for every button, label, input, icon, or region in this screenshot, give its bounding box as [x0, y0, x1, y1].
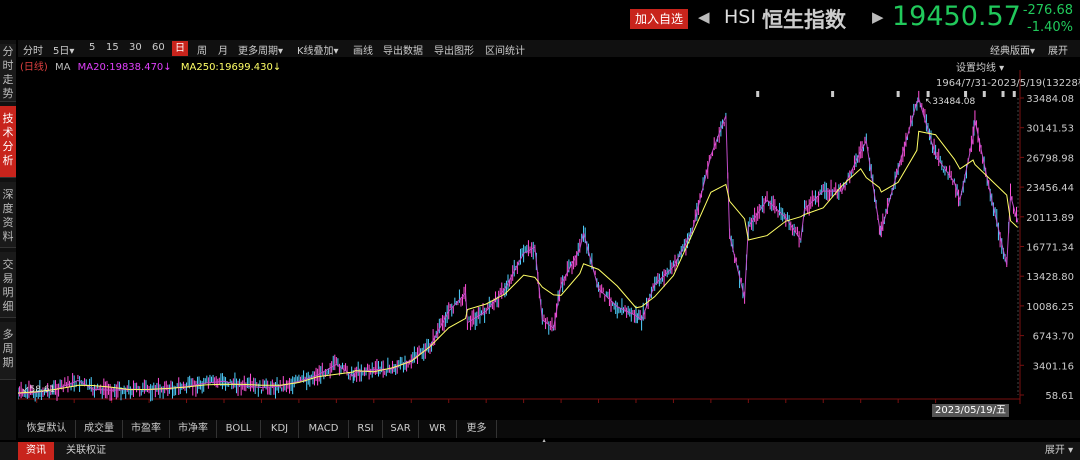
export-data-button[interactable]: 导出数据	[383, 46, 423, 57]
period-5min[interactable]: 5	[89, 42, 96, 53]
event-marker-icon	[982, 91, 986, 97]
price-change: -276.68 -1.40%	[1017, 2, 1073, 36]
period-daily[interactable]: 日	[172, 41, 188, 56]
index-name: 恒生指数	[762, 8, 846, 32]
low-marker-label: ↙58.61	[22, 385, 55, 395]
indicator-volume[interactable]: 成交量	[76, 420, 123, 438]
price-series-line	[18, 97, 1019, 395]
indicator-pe[interactable]: 市盈率	[123, 420, 170, 438]
ticker-symbol: HSI	[724, 6, 756, 28]
last-price: 19450.57	[892, 1, 1021, 32]
chart-canvas: 33484.08 30141.53 26798.98 23456.44 20113.89…	[18, 70, 1074, 404]
kline-chart[interactable]: 33484.08 30141.53 26798.98 23456.44 20113.89…	[18, 70, 1080, 404]
period-intraday[interactable]: 分时	[23, 46, 43, 57]
period-30min[interactable]: 30	[129, 42, 142, 53]
y-tick-label: 3401.16	[1033, 361, 1074, 372]
range-stats-button[interactable]: 区间统计	[485, 46, 525, 57]
period-15min[interactable]: 15	[106, 42, 119, 53]
tab-multi-period-label: 多周期	[2, 328, 14, 369]
chart-kind-label: (日线)	[20, 62, 48, 73]
y-tick-label: 26798.98	[1026, 153, 1074, 164]
collapse-panel-icon[interactable]: ▲	[541, 437, 547, 446]
side-tab-bar: 分时走势 技术分析 深度资料 交易明细 多周期	[0, 40, 16, 440]
indicator-boll[interactable]: BOLL	[217, 420, 261, 438]
tab-related-warrants[interactable]: 关联权证	[66, 445, 106, 456]
y-tick-label: 20113.89	[1026, 213, 1074, 224]
y-tick-label: 16771.34	[1026, 243, 1074, 254]
event-marker-icon	[1001, 91, 1005, 97]
indicator-reset[interactable]: 恢复默认	[18, 420, 76, 438]
event-marker-icon	[756, 91, 760, 97]
change-percent: -1.40%	[1027, 20, 1073, 35]
tab-news[interactable]: 资讯	[18, 442, 54, 460]
tab-trades-label: 交易明细	[2, 258, 14, 313]
period-monthly[interactable]: 月	[218, 46, 228, 57]
export-image-button[interactable]: 导出图形	[434, 46, 474, 57]
event-marker-icon	[831, 91, 835, 97]
event-marker-icon	[926, 91, 930, 97]
period-5day[interactable]: 5日▾	[53, 46, 75, 57]
high-marker-label: ↖33484.08	[925, 97, 976, 107]
indicator-tab-bar: 恢复默认 成交量 市盈率 市净率 BOLL KDJ MACD RSI SAR W…	[18, 420, 1080, 438]
footer-expand-button[interactable]: 展开 ▾	[1044, 445, 1074, 456]
y-tick-label: 33484.08	[1026, 94, 1074, 105]
tab-intraday-label: 分时走势	[2, 45, 14, 100]
more-periods-dropdown[interactable]: 更多周期▾	[238, 46, 284, 57]
event-marker-icon	[1012, 91, 1016, 97]
y-tick-label: 13428.80	[1026, 272, 1074, 283]
ma-legend: (日线) MA MA20:19838.470↓ MA250:19699.430↓	[20, 58, 281, 73]
y-tick-label: 30141.53	[1026, 124, 1074, 135]
indicator-macd[interactable]: MACD	[299, 420, 349, 438]
draw-line-button[interactable]: 画线	[353, 46, 373, 57]
period-weekly[interactable]: 周	[197, 46, 207, 57]
indicator-wr[interactable]: WR	[419, 420, 457, 438]
expand-button[interactable]: 展开	[1048, 46, 1068, 57]
period-60min[interactable]: 60	[152, 42, 165, 53]
y-tick-label: 10086.25	[1026, 302, 1074, 313]
tab-profile[interactable]: 深度资料	[0, 182, 16, 248]
event-marker-icon	[896, 91, 900, 97]
indicator-sar[interactable]: SAR	[383, 420, 419, 438]
classic-layout-dropdown[interactable]: 经典版面▾	[990, 46, 1036, 57]
period-toolbar: 分时 5日▾ 5 15 30 60 日 周 月 更多周期▾ K线叠加▾ 画线 导…	[18, 40, 1080, 57]
add-to-watchlist-button[interactable]: 加入自选	[630, 9, 688, 29]
indicator-more[interactable]: 更多	[457, 420, 497, 438]
tab-technical-label: 技术分析	[2, 112, 14, 167]
change-value: -276.68	[1022, 3, 1073, 18]
tab-multi-period[interactable]: 多周期	[0, 322, 16, 380]
next-stock-icon[interactable]: ▶	[872, 8, 884, 26]
y-tick-label: 23456.44	[1026, 183, 1074, 194]
indicator-kdj[interactable]: KDJ	[261, 420, 299, 438]
indicator-rsi[interactable]: RSI	[349, 420, 383, 438]
tab-trades[interactable]: 交易明细	[0, 252, 16, 318]
kline-overlay-dropdown[interactable]: K线叠加▾	[297, 46, 339, 57]
ma250-line	[18, 130, 1019, 394]
y-tick-label: 58.61	[1045, 391, 1074, 402]
tab-technical[interactable]: 技术分析	[0, 106, 16, 178]
date-range-label: 1964/7/31-2023/5/19(13228根) ✥	[936, 74, 1080, 89]
quote-header: 加入自选 ◀ HSI 恒生指数 ▶ 19450.57 -276.68 -1.40…	[0, 0, 1080, 40]
cursor-date-badge: 2023/05/19/五	[932, 404, 1010, 417]
ma20-value: MA20:19838.470↓	[77, 62, 172, 73]
ma-label: MA	[55, 62, 71, 73]
y-tick-label: 6743.70	[1033, 332, 1074, 343]
ma250-value: MA250:19699.430↓	[180, 62, 282, 73]
set-ma-dropdown[interactable]: 设置均线 ▾	[956, 63, 1005, 74]
date-range-text: 1964/7/31-2023/5/19(13228根)	[936, 78, 1080, 89]
tab-intraday[interactable]: 分时走势	[0, 44, 16, 102]
indicator-pb[interactable]: 市净率	[170, 420, 217, 438]
event-marker-icon	[964, 91, 968, 97]
footer-bar: 资讯 关联权证 展开 ▾	[0, 442, 1080, 460]
tab-profile-label: 深度资料	[2, 188, 14, 243]
previous-stock-icon[interactable]: ◀	[698, 8, 710, 26]
